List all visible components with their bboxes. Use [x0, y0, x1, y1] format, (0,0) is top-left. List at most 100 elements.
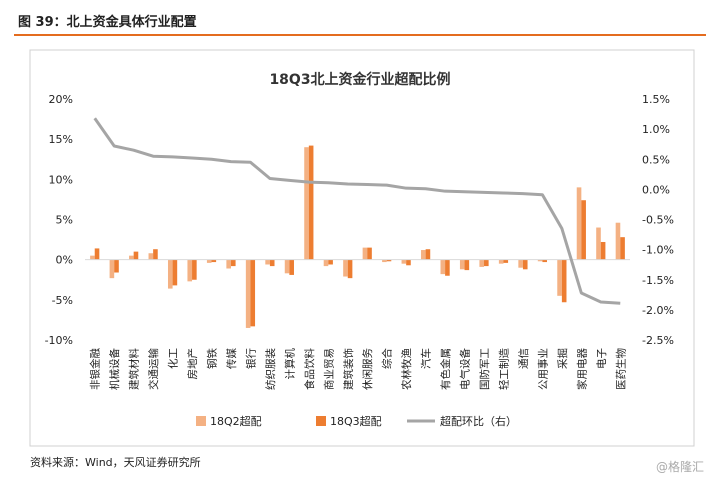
bar-18q3: [386, 259, 392, 262]
bar-18q2: [343, 259, 348, 277]
x-category-label: 农林牧渔: [400, 348, 413, 390]
bar-18q3: [269, 259, 275, 267]
x-category-label: 建筑装饰: [342, 348, 355, 390]
x-category-label: 建筑材料: [128, 347, 141, 389]
bar-18q3: [172, 259, 178, 286]
right-tick-label: -1.5%: [642, 274, 674, 287]
bar-18q3: [561, 259, 567, 303]
bar-18q3: [289, 259, 294, 275]
bar-18q2: [440, 259, 446, 275]
bar-18q3: [94, 248, 100, 260]
bar-18q2: [265, 259, 270, 265]
right-tick-label: 1.5%: [642, 93, 670, 106]
bar-18q3: [522, 259, 528, 270]
x-category-label: 电子: [595, 348, 608, 369]
bar-18q2: [459, 259, 465, 270]
bar-18q2: [90, 255, 95, 260]
left-tick-label: 5%: [56, 214, 73, 227]
bar-18q2: [323, 259, 329, 267]
left-tick-label: 10%: [49, 173, 73, 186]
bar-18q2: [498, 259, 504, 264]
bar-18q3: [347, 259, 353, 279]
right-tick-label: -0.5%: [642, 214, 674, 227]
x-category-label: 传媒: [225, 347, 238, 368]
x-category-label: 采掘: [556, 348, 569, 369]
bar-18q3: [464, 259, 470, 271]
bar-18q2: [109, 259, 115, 279]
left-tick-label: -10%: [45, 334, 73, 347]
right-tick-label: 0.5%: [642, 153, 670, 166]
bar-18q2: [557, 259, 562, 296]
x-category-label: 综合: [381, 348, 394, 369]
bar-18q3: [211, 259, 217, 263]
bar-18q2: [382, 259, 387, 263]
bar-18q2: [226, 259, 231, 269]
chart-frame: [29, 49, 695, 447]
right-tick-label: 0.0%: [642, 183, 670, 196]
right-axis-ticks: 1.5% 1.0% 0.5% 0.0% -0.5% -1.0% -1.5% -2.0% -2.5…: [642, 93, 674, 347]
bar-18q2: [518, 259, 523, 268]
bar-18q3: [133, 251, 139, 260]
left-tick-label: -5%: [52, 294, 73, 307]
left-tick-label: 15%: [49, 133, 73, 146]
bar-18q3: [367, 247, 372, 260]
x-category-label: 纺织服装: [264, 347, 277, 389]
watermark: @格隆汇: [655, 460, 704, 474]
bar-18q3: [114, 259, 119, 273]
bar-18q2: [206, 259, 212, 263]
bar-18q2: [129, 255, 134, 260]
right-tick-label: -2.0%: [642, 304, 674, 317]
figure-header: 图 39：北上资金具体行业配置: [14, 8, 706, 36]
legend-label: 18Q3超配: [330, 414, 382, 428]
bar-18q2: [615, 222, 621, 260]
x-category-label: 轻工制造: [497, 347, 510, 389]
line-series: [93, 117, 621, 305]
x-category-label: 机械设备: [108, 348, 121, 390]
x-category-label: 交通运输: [147, 348, 160, 390]
bar-18q3: [153, 249, 158, 260]
x-category-label: 房地产: [186, 348, 199, 380]
bar-18q3: [250, 259, 256, 327]
x-category-label: 家用电器: [575, 348, 588, 390]
x-category-label: 钢铁: [206, 348, 219, 369]
x-category-label: 商业贸易: [322, 348, 335, 390]
left-axis-ticks: 20% 15% 10% 5% 0% -5% -10%: [45, 93, 73, 347]
x-category-label: 银行: [244, 348, 257, 369]
bar-18q3: [328, 259, 333, 265]
x-category-label: 医药生物: [614, 348, 627, 390]
legend: 18Q2超配 18Q3超配 超配环比（右）: [196, 414, 517, 428]
bar-18q2: [401, 259, 407, 264]
source-note: 资料来源：Wind，天风证券研究所: [30, 456, 201, 469]
right-tick-label: -2.5%: [642, 334, 674, 347]
bar-18q2: [537, 259, 543, 262]
bar-18q3: [600, 241, 606, 260]
bar-18q2: [167, 259, 173, 289]
bar-18q3: [445, 259, 450, 276]
bar-18q2: [479, 259, 485, 267]
x-category-label: 通信: [518, 348, 530, 369]
right-tick-label: 1.0%: [642, 123, 670, 136]
x-category-label: 休闲服务: [361, 347, 374, 389]
legend-label: 超配环比（右）: [440, 414, 517, 428]
bar-18q3: [484, 259, 489, 267]
x-category-label: 公用事业: [536, 348, 549, 390]
bar-18q3: [581, 200, 586, 260]
bar-18q2: [284, 259, 290, 274]
bar-18q2: [362, 247, 368, 260]
bar-18q2: [187, 259, 193, 282]
x-category-label: 电气设备: [459, 347, 472, 389]
bar-18q3: [620, 237, 625, 260]
right-tick-label: -1.0%: [642, 244, 674, 257]
legend-label: 18Q2超配: [210, 414, 262, 428]
x-category-label: 计算机: [283, 348, 296, 380]
bar-18q3: [542, 259, 548, 263]
bar-18q3: [503, 259, 509, 263]
bar-18q3: [425, 249, 431, 260]
bar-18q3: [192, 259, 197, 280]
bars: [90, 145, 625, 328]
bar-18q3: [230, 259, 236, 267]
x-category-label: 化工: [167, 348, 180, 369]
chart-title: 18Q3北上资金行业超配比例: [269, 71, 450, 88]
left-tick-label: 0%: [56, 254, 73, 267]
